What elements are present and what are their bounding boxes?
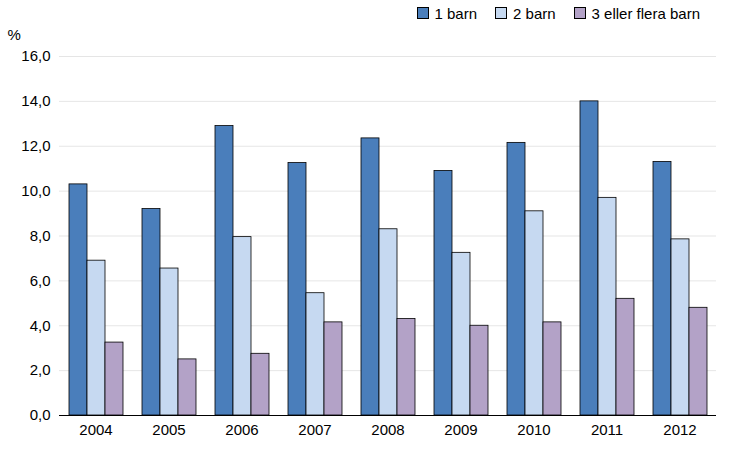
svg-text:10,0: 10,0: [21, 182, 50, 199]
svg-text:2011: 2011: [591, 421, 623, 438]
svg-text:2012: 2012: [663, 421, 696, 438]
svg-text:2004: 2004: [79, 421, 112, 438]
svg-text:2009: 2009: [444, 421, 477, 438]
svg-text:2005: 2005: [152, 421, 185, 438]
svg-text:8,0: 8,0: [30, 227, 51, 244]
svg-text:6,0: 6,0: [30, 272, 51, 289]
svg-text:12,0: 12,0: [21, 137, 50, 154]
svg-text:2007: 2007: [298, 421, 331, 438]
svg-text:2,0: 2,0: [30, 361, 51, 378]
html-text:3 eller flera barn: 3 eller flera barn: [591, 4, 700, 22]
svg-text:16,0: 16,0: [21, 47, 50, 64]
svg-text:%: %: [8, 26, 21, 43]
svg-text:4,0: 4,0: [30, 317, 51, 334]
svg-text:2010: 2010: [517, 421, 550, 438]
svg-text:0,0: 0,0: [30, 406, 51, 423]
html-text:2 barn: 2 barn: [513, 4, 556, 22]
svg-text:2006: 2006: [225, 421, 258, 438]
html-text:1 barn: 1 barn: [434, 4, 477, 22]
svg-text:14,0: 14,0: [21, 92, 50, 109]
svg-text:2008: 2008: [371, 421, 404, 438]
